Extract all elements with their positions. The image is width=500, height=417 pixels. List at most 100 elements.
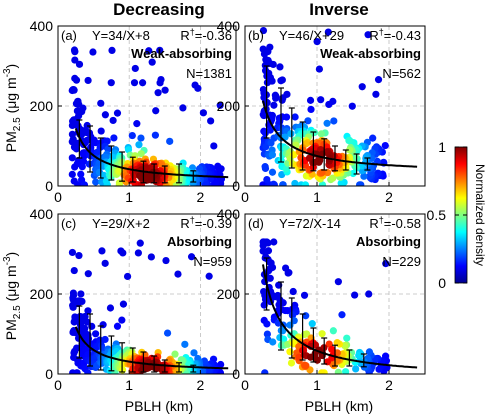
errorbar — [321, 337, 328, 365]
scatter-point — [264, 247, 273, 255]
scatter-point — [98, 247, 106, 255]
errorbar — [299, 313, 306, 361]
scatter-point — [323, 119, 331, 127]
scatter-point — [375, 365, 383, 373]
scatter-point — [263, 330, 271, 338]
errorbar — [119, 342, 126, 373]
scatter-point — [382, 260, 390, 268]
scatter-point — [92, 330, 100, 338]
scatter-point — [152, 107, 160, 115]
scatter-point — [338, 311, 346, 319]
x-tick-label: 2 — [197, 377, 205, 393]
scatter-point — [110, 134, 118, 142]
scatter-point — [187, 253, 196, 261]
x-tick-label: 2 — [385, 189, 393, 205]
scatter-point — [89, 48, 97, 56]
scatter-point — [334, 278, 342, 286]
scatter-point — [308, 320, 316, 328]
sample-count-label: N=1381 — [186, 66, 232, 81]
scatter-point — [351, 291, 359, 299]
x-tick-label: 1 — [125, 189, 133, 205]
scatter-point — [97, 127, 105, 135]
scatter-point — [318, 369, 326, 374]
scatter-point — [364, 31, 372, 39]
errorbar — [288, 107, 295, 169]
scatter-point — [106, 304, 115, 312]
scatter-point — [113, 109, 122, 117]
scatter-point — [289, 287, 297, 296]
category-label: Absorbing — [356, 234, 421, 249]
scatter-point — [137, 150, 145, 158]
category-label: Weak-absorbing — [131, 46, 232, 61]
scatter-point — [166, 137, 174, 145]
errorbar — [108, 145, 115, 181]
scatter-point — [68, 248, 77, 257]
scatter-point — [334, 368, 342, 374]
errorbar — [97, 325, 104, 371]
scatter-point — [325, 100, 333, 109]
scatter-point — [108, 46, 116, 55]
errorbar — [310, 327, 317, 363]
svg-text:PM2.5 (μg m-3): PM2.5 (μg m-3) — [2, 64, 23, 152]
scatter-point — [287, 359, 296, 367]
scatter-point — [282, 113, 291, 121]
y-tick-label: 400 — [217, 206, 241, 222]
x-axis-title-left: PBLH (km) — [125, 398, 193, 414]
scatter-point — [317, 96, 325, 104]
sample-count-label: N=229 — [382, 254, 421, 269]
scatter-point — [174, 270, 182, 278]
scatter-point — [119, 300, 128, 308]
panel-a: 0 1 2 0 200 400 (a) Y=34/X+8 R†=-0.36 Weak-absorb… — [30, 18, 237, 205]
sample-count-label: N=959 — [193, 254, 232, 269]
scatter-point — [145, 172, 153, 180]
scatter-point — [113, 322, 122, 330]
errorbar — [129, 347, 136, 373]
y-tick-label: 0 — [45, 366, 53, 382]
scatter-point — [156, 46, 164, 54]
errorbar — [140, 351, 147, 373]
scatter-point — [131, 64, 139, 73]
scatter-point — [261, 369, 269, 374]
scatter-point — [381, 141, 389, 150]
y-axis-title-bottom: PM2.5 (μg m-3) — [2, 252, 23, 340]
scatter-point — [291, 113, 299, 121]
scatter-point — [119, 249, 127, 257]
scatter-point — [276, 63, 284, 71]
scatter-point — [80, 181, 89, 186]
scatter-point — [267, 139, 275, 147]
scatter-point — [145, 364, 153, 372]
scatter-point — [109, 116, 117, 125]
colorbar-label: Normalized density — [473, 164, 487, 266]
scatter-point — [205, 272, 213, 280]
svg-text:PM2.5 (μg m-3): PM2.5 (μg m-3) — [2, 252, 23, 340]
scatter-point — [259, 26, 268, 35]
y-tick-label: 200 — [217, 98, 241, 114]
scatter-point — [282, 165, 290, 173]
fit-equation: Y=72/X-14 — [279, 216, 341, 231]
panel-c: 0 1 2 0 200 400 (c) Y=29/X+2 R†=-0.39 Absorbing N=… — [30, 206, 237, 393]
scatter-point — [69, 303, 77, 311]
x-tick-label: 1 — [313, 377, 321, 393]
y-tick-label: 400 — [217, 18, 241, 34]
scatter-point — [78, 297, 86, 305]
scatter-point — [288, 311, 297, 319]
y-tick-label: 0 — [232, 178, 240, 194]
scatter-point — [261, 163, 269, 171]
scatter-point — [147, 253, 155, 261]
scatter-point — [329, 327, 337, 335]
scatter-point — [374, 76, 383, 84]
scatter-point — [356, 181, 364, 186]
scatter-point — [68, 170, 76, 178]
scatter-point — [271, 293, 279, 301]
errorbar — [360, 353, 367, 368]
column-title-decreasing: Decreasing — [113, 0, 205, 19]
y-tick-label: 400 — [30, 18, 54, 34]
scatter-point — [349, 169, 357, 178]
scatter-point — [88, 322, 96, 330]
scatter-point — [337, 179, 345, 186]
errorbar — [97, 137, 104, 179]
errorbar — [310, 131, 317, 172]
scatter-point — [84, 369, 92, 374]
scatter-point — [272, 94, 280, 102]
